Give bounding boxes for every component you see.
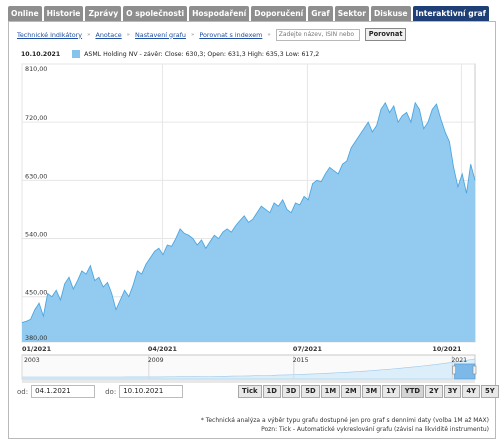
zoom-button-ytd[interactable]: YTD	[400, 385, 424, 398]
tab-o-společnosti[interactable]: O společnosti	[123, 6, 188, 21]
zoom-button-4y[interactable]: 4Y	[462, 385, 480, 398]
navigator-scrollbar	[22, 380, 475, 383]
price-chart[interactable]: 810,00 720,00 630,00 540,00 450,00 380,00 01/2…	[9, 22, 495, 438]
date-range: od: 04.1.2021 do: 10.10.2021	[17, 385, 193, 398]
zoom-button-tick[interactable]: Tick	[238, 385, 262, 398]
tab-bar: Online Historie Zprávy O společnosti Hospoda…	[8, 6, 489, 21]
y-tick-label: 720,00	[25, 114, 47, 122]
technical-indicators-link[interactable]: Technické indikátory	[17, 30, 83, 39]
footnote: Pozn: Tick - Automatické vykreslování gr…	[261, 426, 489, 433]
tab-diskuse[interactable]: Diskuse	[370, 6, 411, 21]
zoom-buttons: Tick1D3D5D1M2M3M1YYTD2Y3Y4Y5YMax	[238, 385, 500, 398]
chart-panel: Technické indikátory » Anotace » Nastave…	[8, 21, 500, 439]
navigator-year-label: 2021	[451, 357, 467, 364]
chart-settings-link[interactable]: Nastavení grafu	[135, 30, 186, 39]
tab-interaktivní-graf[interactable]: Interaktivní graf	[412, 6, 489, 21]
tab-graf[interactable]: Graf	[308, 6, 333, 21]
zoom-button-5y[interactable]: 5Y	[480, 385, 499, 398]
tab-online[interactable]: Online	[8, 6, 42, 21]
legend-swatch	[72, 50, 81, 58]
footnote: * Technická analýza a výběr typu grafu d…	[200, 417, 489, 424]
to-label: do:	[105, 387, 117, 396]
toolbar-separator: »	[267, 31, 271, 38]
compare-button[interactable]: Porovnat	[364, 28, 407, 41]
zoom-button-1y[interactable]: 1Y	[382, 385, 400, 398]
y-tick-label: 810,00	[25, 65, 47, 73]
compare-search-input[interactable]: Zadejte název, ISIN nebo	[275, 28, 360, 41]
chart-toolbar: Technické indikátory » Anotace » Nastave…	[17, 28, 407, 41]
zoom-button-2y[interactable]: 2Y	[425, 385, 443, 398]
to-date-input[interactable]: 10.10.2021	[119, 385, 184, 398]
y-tick-label: 450,00	[25, 289, 47, 297]
navigator-handle-left	[452, 365, 456, 375]
x-tick-label: 10/2021	[432, 345, 461, 353]
price-line	[21, 101, 476, 324]
chart-legend: 10.10.2021 ASML Holding NV - závěr: Clos…	[21, 50, 319, 58]
y-tick-label: 540,00	[25, 231, 47, 239]
y-tick-label: 380,00	[25, 334, 47, 342]
legend-text: ASML Holding NV - závěr: Close: 630,3; O…	[84, 50, 320, 58]
annotations-link[interactable]: Anotace	[95, 30, 122, 39]
tab-doporučení[interactable]: Doporučení	[251, 6, 307, 21]
from-label: od:	[17, 387, 29, 396]
tab-zprávy[interactable]: Zprávy	[85, 6, 122, 21]
navigator-selection	[454, 363, 476, 380]
tab-historie[interactable]: Historie	[43, 6, 84, 21]
zoom-button-1m[interactable]: 1M	[320, 385, 341, 398]
zoom-button-3y[interactable]: 3Y	[443, 385, 462, 398]
tab-hospodaření[interactable]: Hospodaření	[189, 6, 250, 21]
zoom-button-3m[interactable]: 3M	[361, 385, 382, 398]
zoom-button-1d[interactable]: 1D	[262, 385, 281, 398]
toolbar-separator: »	[87, 31, 91, 38]
tab-sektor[interactable]: Sektor	[334, 6, 369, 21]
navigator-year-label: 2009	[148, 357, 164, 364]
navigator-year-label: 2003	[24, 357, 40, 364]
from-date-input[interactable]: 04.1.2021	[31, 385, 96, 398]
navigator-handle-right	[472, 365, 477, 375]
navigator-year-label: 2015	[293, 357, 309, 364]
x-tick-label: 01/2021	[22, 345, 51, 353]
legend-date: 10.10.2021	[21, 50, 61, 58]
toolbar-separator: »	[126, 31, 131, 38]
zoom-button-2m[interactable]: 2M	[341, 385, 361, 398]
y-tick-label: 630,00	[25, 172, 47, 180]
x-tick-label: 07/2021	[293, 345, 322, 353]
zoom-button-3d[interactable]: 3D	[281, 385, 301, 398]
navigator-series	[21, 358, 476, 380]
footnotes: * Technická analýza a výběr typu grafu d…	[201, 416, 489, 434]
toolbar-separator: »	[190, 31, 195, 38]
zoom-button-5d[interactable]: 5D	[301, 385, 320, 398]
compare-index-link[interactable]: Porovnat s indexem	[199, 30, 263, 39]
x-tick-label: 04/2021	[148, 345, 177, 353]
